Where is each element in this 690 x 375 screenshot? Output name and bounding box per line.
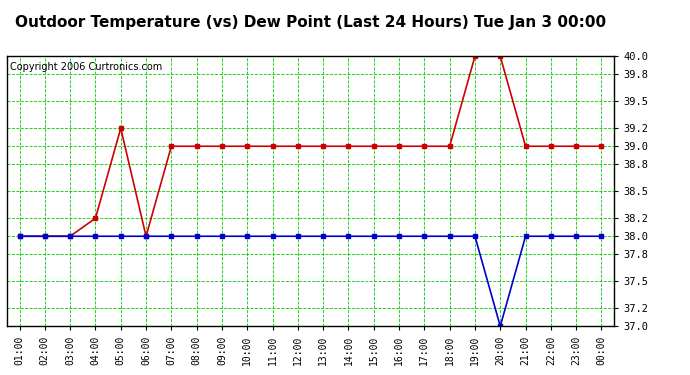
Text: Outdoor Temperature (vs) Dew Point (Last 24 Hours) Tue Jan 3 00:00: Outdoor Temperature (vs) Dew Point (Last… — [15, 15, 606, 30]
Text: Copyright 2006 Curtronics.com: Copyright 2006 Curtronics.com — [10, 62, 162, 72]
